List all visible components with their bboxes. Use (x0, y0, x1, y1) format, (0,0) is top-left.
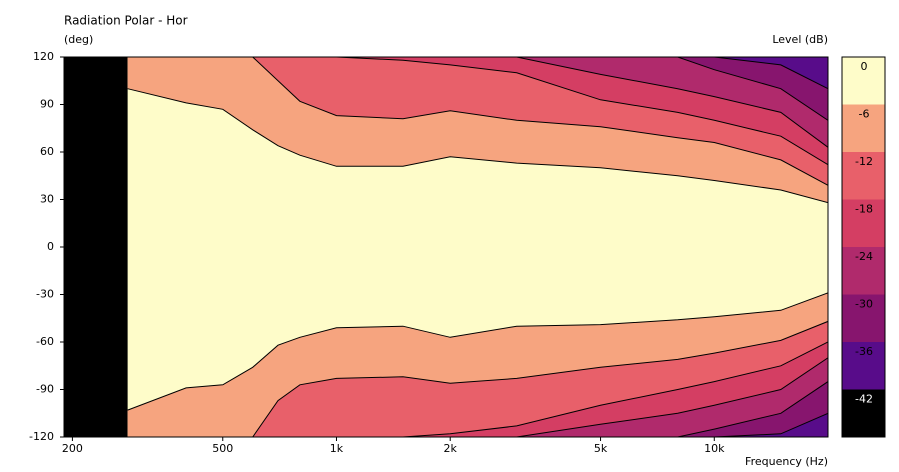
contour-line (127, 320, 828, 437)
colorbar-band (842, 199, 885, 247)
contour-line (127, 57, 828, 121)
y-tick-label: -120 (29, 430, 54, 443)
colorbar-band (842, 342, 885, 390)
x-tick-label: 500 (212, 442, 233, 455)
contour-line (127, 357, 828, 437)
y-tick-label: -60 (36, 335, 54, 348)
colorbar-tick-label: -6 (859, 108, 870, 121)
x-tick-label: 10k (704, 442, 725, 455)
contour-area (127, 57, 828, 148)
contour-line (127, 292, 828, 411)
colorbar-tick-label: -24 (855, 250, 873, 263)
x-tick-label: 2k (444, 442, 458, 455)
colorbar-tick-label: -30 (855, 298, 873, 311)
contour-area (127, 381, 828, 437)
y-tick-label: 30 (40, 193, 54, 206)
contour-line (127, 341, 828, 437)
x-axis-label: Frequency (Hz) (745, 455, 828, 468)
y-axis-label: (deg) (64, 33, 93, 46)
contour-area (127, 342, 828, 437)
colorbar-tick-label: -18 (855, 203, 873, 216)
contour-line (127, 57, 828, 186)
colorbar-tick-label: -42 (855, 393, 873, 406)
colorbar-tick-label: -12 (855, 155, 873, 168)
contour-line (127, 57, 828, 166)
colorbar: 0 -6 -12 -18 -24 -30 -36 -42 (841, 56, 886, 438)
colorbar-frame (841, 56, 886, 438)
y-tick-label: 120 (33, 50, 54, 63)
contour-line (127, 88, 828, 204)
y-tick-label: 0 (47, 240, 54, 253)
colorbar-band (842, 294, 885, 342)
colorbar-label: Level (dB) (772, 33, 828, 46)
colorbar-band (842, 104, 885, 152)
y-tick-label: 60 (40, 145, 54, 158)
contour-area (127, 57, 828, 89)
x-tick-label: 5k (594, 442, 608, 455)
x-tick-label: 200 (62, 442, 83, 455)
plot-area (64, 57, 828, 437)
colorbar-tick-label: -36 (855, 345, 873, 358)
chart-title: Radiation Polar - Hor (64, 14, 188, 28)
contour-line (127, 381, 828, 437)
colorbar-band (842, 57, 885, 105)
colorbar-band (842, 247, 885, 295)
contour-area (127, 57, 828, 121)
y-tick-label: -90 (36, 383, 54, 396)
contour-line (127, 57, 828, 148)
x-tick-label: 1k (330, 442, 344, 455)
colorbar-tick-label: 0 (861, 60, 868, 73)
colorbar-band (842, 152, 885, 200)
colorbar-band (842, 389, 885, 437)
y-tick-label: 90 (40, 98, 54, 111)
y-tick-label: -30 (36, 288, 54, 301)
